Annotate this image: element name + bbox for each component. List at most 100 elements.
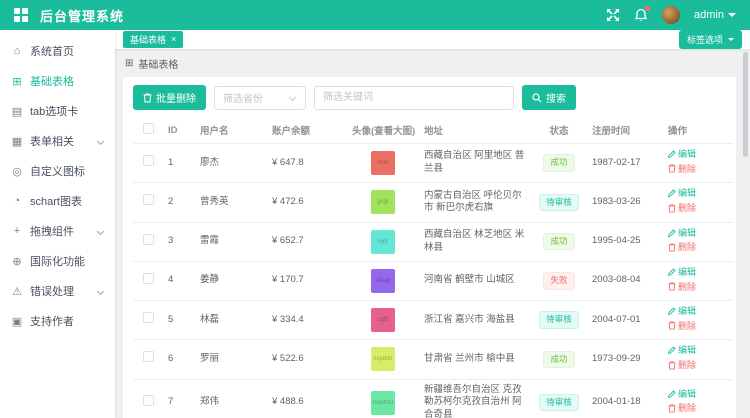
cell-username: 曾秀英: [195, 182, 267, 223]
edit-icon: [668, 307, 676, 316]
sidebar-item-form[interactable]: ▦ 表单相关: [0, 126, 115, 156]
user-menu[interactable]: admin: [694, 9, 736, 21]
status-badge: 成功: [543, 350, 575, 369]
province-select[interactable]: 筛选省份: [214, 85, 306, 110]
drag-icon: +: [13, 225, 21, 237]
table-row: 6 罗丽 ¥ 522.6 xsydsn 甘肃省 兰州市 榆中县 成功 1973-09-29 编…: [133, 339, 733, 380]
status-badge: 待审核: [539, 393, 579, 412]
edit-icon: [668, 228, 676, 237]
row-checkbox[interactable]: [142, 394, 154, 406]
status-badge: 成功: [543, 154, 575, 172]
tab-close-icon[interactable]: ×: [171, 34, 177, 44]
breadcrumb-label: 基础表格: [138, 60, 179, 71]
cell-address: 浙江省 嘉兴市 海盐县: [419, 300, 531, 341]
search-button[interactable]: 搜索: [522, 85, 576, 110]
chevron-down-icon: [288, 93, 297, 102]
delete-button[interactable]: 删除: [668, 281, 696, 293]
notification-bell-icon[interactable]: [634, 6, 651, 22]
trash-icon: [668, 164, 676, 173]
delete-button[interactable]: 删除: [668, 163, 696, 175]
row-checkbox[interactable]: [142, 351, 154, 363]
sidebar-item-support[interactable]: ▣ 支持作者: [0, 306, 115, 336]
row-checkbox[interactable]: [142, 194, 154, 206]
trash-icon: [668, 243, 676, 252]
sidebar-item-table[interactable]: ⊞ 基础表格: [0, 66, 115, 96]
form-icon: ▦: [11, 135, 23, 148]
row-checkbox[interactable]: [142, 155, 154, 167]
status-badge: 待审核: [539, 311, 579, 329]
delete-button[interactable]: 删除: [668, 320, 696, 332]
trash-icon: [143, 93, 152, 102]
delete-button[interactable]: 删除: [668, 202, 696, 214]
status-badge: 成功: [543, 232, 575, 251]
edit-button[interactable]: 编辑: [668, 388, 696, 400]
avatar-thumbnail[interactable]: njcr: [371, 229, 395, 254]
row-checkbox[interactable]: [142, 312, 154, 324]
tag-options-button[interactable]: 标签选项: [678, 30, 742, 49]
cell-address: 新疆维吾尔自治区 克孜勒苏柯尔克孜自治州 阿合奇县: [419, 379, 531, 418]
fullscreen-icon[interactable]: [606, 8, 620, 22]
chevron-down-icon: [96, 227, 105, 235]
user-avatar[interactable]: [662, 6, 681, 24]
edit-button[interactable]: 编辑: [668, 266, 696, 278]
row-checkbox[interactable]: [142, 233, 154, 245]
table-icon: ⊞: [125, 58, 134, 69]
avatar-thumbnail[interactable]: m3x: [371, 151, 395, 176]
cell-balance: ¥ 472.6: [267, 182, 347, 223]
sidebar-item-error[interactable]: ⚠ 错误处理: [0, 276, 115, 306]
app-title: 后台管理系统: [40, 8, 125, 24]
avatar-thumbnail[interactable]: gxgr: [371, 190, 395, 215]
edit-button[interactable]: 编辑: [668, 227, 696, 239]
sidebar-item-label: 支持作者: [30, 316, 74, 328]
chart-icon: ◔: [13, 195, 21, 207]
trash-icon: [668, 282, 676, 291]
sidebar-item-chart[interactable]: ◔ schart图表: [0, 186, 115, 216]
sidebar-item-tabs[interactable]: ▤ tab选项卡: [0, 96, 115, 126]
table-body: 1 廖杰 ¥ 647.8 m3x 西藏自治区 阿里地区 普兰县 成功 1987-02-17 编…: [133, 143, 733, 418]
delete-button[interactable]: 删除: [668, 241, 696, 253]
tab-label: 基础表格: [130, 35, 167, 45]
cell-username: 姜静: [195, 261, 267, 302]
sidebar-menu: ⌂ 系统首页 ⊞ 基础表格 ▤ tab选项卡 ▦ 表单相关 ◎ 自定义图标 ◔ schart图表 + 拖拽…: [0, 36, 115, 336]
sidebar-item-drag[interactable]: + 拖拽组件: [0, 216, 115, 246]
delete-button[interactable]: 删除: [668, 359, 696, 371]
sidebar-item-label: 自定义图标: [30, 166, 85, 178]
avatar-thumbnail[interactable]: cqfh: [371, 308, 395, 333]
column-header: 头像(查看大图): [347, 117, 419, 144]
notification-badge: [645, 6, 651, 11]
batch-delete-button[interactable]: 批量删除: [133, 85, 206, 110]
edit-button[interactable]: 编辑: [668, 305, 696, 317]
keyword-input[interactable]: [314, 85, 514, 110]
main-content: 基础表格 × 标签选项 ⊞ 基础表格 批量删除 筛选省份: [115, 30, 750, 418]
select-all-checkbox[interactable]: [142, 123, 154, 134]
sidebar-item-home[interactable]: ⌂ 系统首页: [0, 36, 115, 66]
sidebar-item-icons[interactable]: ◎ 自定义图标: [0, 156, 115, 186]
delete-button[interactable]: 删除: [668, 402, 696, 414]
avatar-thumbnail[interactable]: mqshzu: [371, 390, 395, 415]
cell-balance: ¥ 522.6: [267, 339, 347, 380]
sidebar-item-i18n[interactable]: ⊕ 国际化功能: [0, 246, 115, 276]
tabs-icon: ▤: [11, 105, 23, 118]
column-header: 状态: [531, 117, 587, 144]
cell-address: 西藏自治区 林芝地区 米林县: [419, 222, 531, 262]
cell-address: 甘肃省 兰州市 榆中县: [419, 339, 531, 380]
row-checkbox[interactable]: [142, 272, 154, 284]
edit-button[interactable]: 编辑: [668, 187, 696, 199]
status-badge: 待审核: [539, 193, 579, 212]
edit-button[interactable]: 编辑: [668, 148, 696, 160]
avatar-thumbnail[interactable]: xsydsn: [371, 347, 395, 372]
cell-register-date: 2003-08-04: [587, 261, 663, 302]
cell-register-date: 2004-07-01: [587, 300, 663, 341]
cell-register-date: 2004-01-18: [587, 379, 663, 418]
sidebar-item-label: 国际化功能: [30, 256, 85, 268]
edit-button[interactable]: 编辑: [668, 344, 696, 356]
column-header: 用户名: [195, 117, 267, 144]
tab-basic-table[interactable]: 基础表格 ×: [123, 31, 184, 48]
avatar-thumbnail[interactable]: afeap: [371, 268, 395, 293]
cell-address: 内蒙古自治区 呼伦贝尔市 新巴尔虎右旗: [419, 182, 531, 223]
sidebar-item-label: 基础表格: [30, 76, 74, 88]
app-logo-grid-icon[interactable]: [14, 8, 28, 22]
scrollbar[interactable]: [743, 52, 748, 157]
cell-balance: ¥ 170.7: [267, 261, 347, 302]
